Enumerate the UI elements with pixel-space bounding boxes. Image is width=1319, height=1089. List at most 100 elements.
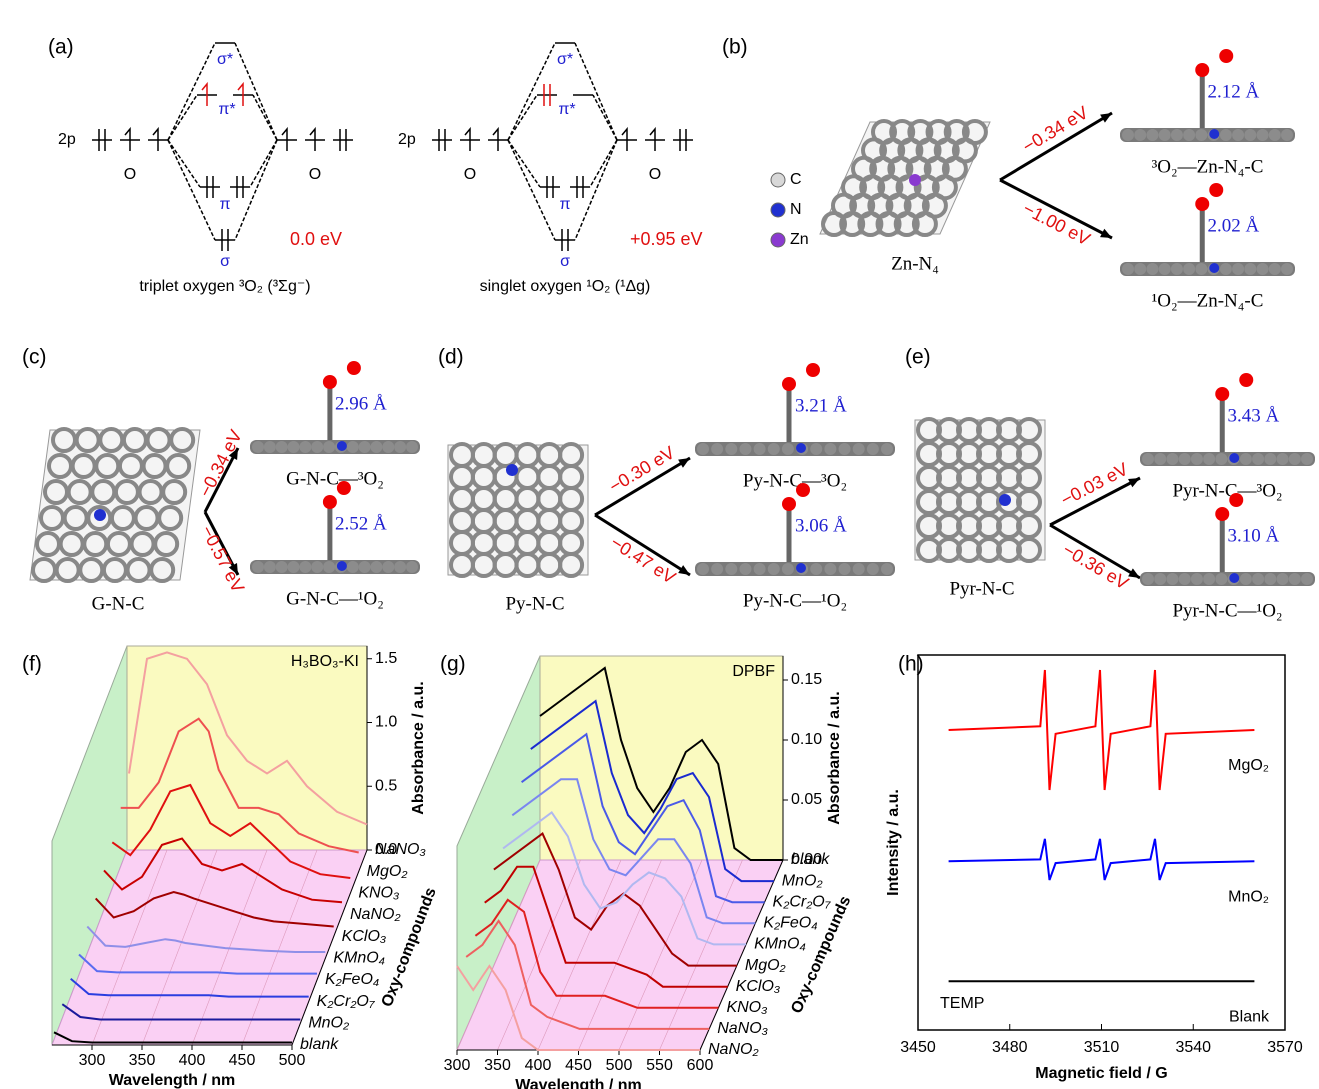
arrow-head (678, 458, 690, 468)
atom-label: O (124, 166, 136, 183)
dopant-atom (909, 174, 921, 186)
arrow-shaft (999, 111, 1113, 182)
spectrum (521, 732, 765, 904)
correlation-line (249, 139, 278, 188)
orbital-label: π (559, 196, 570, 213)
carbon-ring (149, 557, 176, 583)
atom (753, 563, 766, 575)
series-label: KMnO₄ (333, 950, 385, 967)
spectrum (120, 717, 359, 854)
o-atom (782, 497, 796, 511)
atom (346, 441, 359, 453)
atom (346, 561, 359, 573)
orbital-label: σ* (557, 51, 573, 68)
panel-label: (h) (898, 653, 924, 676)
o-atom (346, 361, 361, 375)
arrow-head (678, 565, 690, 575)
atom (881, 443, 893, 455)
o-atom (1215, 507, 1230, 521)
x-tick-label: 500 (279, 1052, 306, 1069)
series-label: NaNO₃ (375, 841, 426, 858)
o-atom (322, 495, 337, 509)
atom (697, 443, 709, 455)
atom (1158, 129, 1171, 141)
arrow-shaft (1049, 523, 1141, 580)
atom (1122, 263, 1134, 275)
n-atom (1209, 263, 1220, 273)
atom (1203, 573, 1216, 585)
legend-label: Zn (790, 231, 809, 248)
x-tick-label: 3480 (992, 1039, 1028, 1056)
x-tick-label: 550 (646, 1057, 673, 1074)
atom (1190, 573, 1203, 585)
carbon-ring (165, 453, 192, 479)
series-label: MnO₂ (782, 872, 823, 889)
o-atom (782, 377, 796, 391)
adduct-name: Pyr-N-C—¹O₂ (1172, 600, 1282, 621)
atom (1166, 453, 1179, 465)
carbon-ring (169, 427, 196, 453)
spectrum (484, 865, 728, 988)
carbon-ring (161, 479, 188, 505)
atom (1301, 453, 1313, 465)
series-label: MgO₂ (1228, 757, 1269, 774)
grid-line (456, 859, 541, 1051)
atom-label: O (649, 166, 661, 183)
substrate-name: Py-N-C (505, 593, 564, 614)
series-label: MgO₂ (745, 957, 786, 974)
electron (152, 126, 159, 151)
n-atom (336, 441, 347, 451)
orbital-label: π (219, 196, 230, 213)
x-axis-label: Wavelength / nm (515, 1077, 642, 1089)
substrate-side-view (695, 562, 895, 576)
x-tick-label: 3540 (1175, 1039, 1211, 1056)
arrow-shaft (594, 456, 691, 517)
spectrum (948, 838, 1255, 881)
atom-label: O (464, 166, 476, 183)
x-tick-label: 300 (444, 1057, 471, 1074)
arrow-head (1128, 478, 1140, 488)
x-tick-label: 3570 (1267, 1039, 1303, 1056)
x-tick-label: 500 (606, 1057, 633, 1074)
legend-swatch (770, 202, 786, 218)
panel-label: (b) (722, 36, 748, 59)
atom (1215, 453, 1228, 465)
correlation-line (167, 42, 216, 141)
carbon-ring (911, 211, 938, 237)
n-atom (1229, 573, 1240, 583)
atom (781, 443, 794, 455)
atom (1142, 453, 1154, 465)
dopant-atom (506, 464, 518, 476)
o-atom (796, 483, 810, 497)
atom (1232, 263, 1245, 275)
x-tick-label: 600 (687, 1057, 714, 1074)
atom (1252, 453, 1265, 465)
grid-line (618, 859, 703, 1051)
atom (1268, 263, 1281, 275)
electron (281, 126, 288, 151)
atom (1215, 573, 1228, 585)
panel-label: (f) (22, 653, 42, 676)
back-wall (539, 655, 784, 861)
spectrum (53, 1031, 292, 1044)
bond-distance: 3.10 Å (1228, 525, 1280, 546)
atom (370, 561, 383, 573)
y-axis-label: Intensity / a.u. (885, 789, 902, 896)
atom (1256, 129, 1269, 141)
arrow-shaft (203, 447, 240, 513)
panel-label: (d) (438, 346, 464, 369)
atom (263, 561, 276, 573)
atom-label: O (309, 166, 321, 183)
series-label: NaNO₂ (708, 1041, 759, 1058)
annotation: H₃BO₃-KI (291, 653, 359, 670)
x-tick-label: 300 (79, 1052, 106, 1069)
y-tick-label: 0.05 (791, 791, 822, 808)
correlation-line (507, 139, 541, 188)
atom (287, 441, 300, 453)
bond-distance: 2.96 Å (335, 393, 387, 414)
atom (299, 561, 312, 573)
o-atom (1229, 493, 1244, 507)
y-tick-label: 1.0 (375, 714, 397, 731)
series-label: KClO₃ (342, 928, 387, 945)
